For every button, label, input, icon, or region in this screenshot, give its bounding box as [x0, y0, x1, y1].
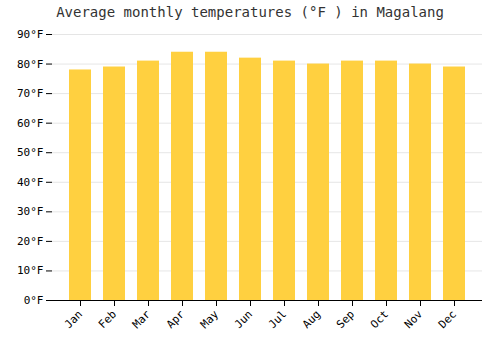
svg-text:Dec: Dec	[436, 308, 459, 331]
svg-text:May: May	[198, 307, 222, 331]
svg-text:80°F: 80°F	[17, 58, 44, 71]
svg-text:Aug: Aug	[300, 308, 323, 331]
svg-text:Nov: Nov	[402, 307, 426, 331]
svg-text:Mar: Mar	[130, 307, 154, 331]
svg-text:50°F: 50°F	[17, 146, 44, 159]
svg-text:0°F: 0°F	[24, 294, 44, 307]
svg-text:40°F: 40°F	[17, 176, 44, 189]
svg-text:70°F: 70°F	[17, 87, 44, 100]
svg-text:30°F: 30°F	[17, 205, 44, 218]
svg-text:Apr: Apr	[164, 307, 188, 331]
svg-text:60°F: 60°F	[17, 117, 44, 130]
svg-text:10°F: 10°F	[17, 264, 44, 277]
svg-text:Jul: Jul	[266, 308, 289, 331]
svg-text:20°F: 20°F	[17, 235, 44, 248]
svg-text:Jan: Jan	[62, 308, 85, 331]
svg-text:Jun: Jun	[232, 308, 255, 331]
svg-text:Oct: Oct	[368, 308, 391, 331]
html-text:Average monthly temperatures (: Average monthly temperatures (°F ) in Ma…	[56, 4, 444, 20]
svg-text:Sep: Sep	[334, 308, 357, 331]
svg-text:90°F: 90°F	[17, 28, 44, 41]
svg-text:Feb: Feb	[96, 308, 119, 331]
